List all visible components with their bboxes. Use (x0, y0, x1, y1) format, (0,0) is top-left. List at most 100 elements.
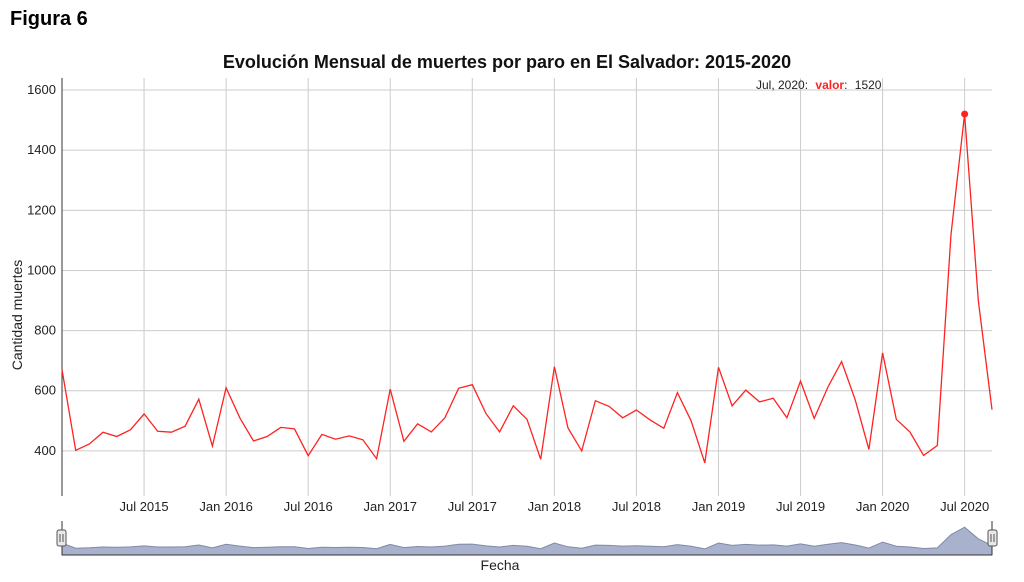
x-tick-label: Jul 2016 (284, 499, 333, 514)
y-tick-label: 1600 (27, 82, 56, 97)
data-point (308, 455, 309, 456)
chart-title: Evolución Mensual de muertes por paro en… (223, 52, 791, 72)
x-tick-label: Jan 2018 (528, 499, 582, 514)
y-tick-label: 1000 (27, 262, 56, 277)
data-point (349, 435, 350, 436)
data-point (417, 423, 418, 424)
y-tick-label: 800 (34, 323, 56, 338)
data-point (595, 400, 596, 401)
y-tick-label: 1400 (27, 142, 56, 157)
y-tick-label: 1200 (27, 202, 56, 217)
data-point (390, 389, 391, 390)
x-tick-label: Jul 2017 (448, 499, 497, 514)
data-point (485, 413, 486, 414)
data-point (184, 426, 185, 427)
range-handle-right[interactable] (987, 529, 998, 547)
x-tick-label: Jul 2020 (940, 499, 989, 514)
data-point (102, 432, 103, 433)
data-point (212, 445, 213, 446)
data-point (896, 419, 897, 420)
data-point (786, 417, 787, 418)
data-point (376, 458, 377, 459)
data-point (814, 418, 815, 419)
range-selector[interactable] (56, 521, 998, 556)
y-axis-ticks: 400 600 800 1000 1200 1400 1600 (27, 82, 56, 458)
hover-tooltip: Jul, 2020: valor: 1520 (756, 78, 882, 92)
data-point (663, 428, 664, 429)
data-point (718, 367, 719, 368)
data-point (130, 429, 131, 430)
data-point (978, 300, 979, 301)
highlighted-point (961, 110, 969, 118)
x-tick-label: Jan 2020 (856, 499, 910, 514)
data-point (950, 234, 951, 235)
data-point (677, 392, 678, 393)
data-point (226, 387, 227, 388)
x-tick-label: Jul 2015 (119, 499, 168, 514)
tooltip-separator: : (844, 78, 847, 92)
data-point (759, 401, 760, 402)
data-point (909, 431, 910, 432)
data-point (526, 419, 527, 420)
data-point (157, 431, 158, 432)
data-point (143, 413, 144, 414)
data-point (608, 406, 609, 407)
tooltip-date: Jul, 2020: (756, 78, 808, 92)
y-tick-label: 600 (34, 383, 56, 398)
data-point (239, 417, 240, 418)
data-point (294, 428, 295, 429)
data-point (513, 405, 514, 406)
data-point (280, 427, 281, 428)
data-point (431, 431, 432, 432)
data-point (732, 405, 733, 406)
data-point (444, 417, 445, 418)
data-point (691, 420, 692, 421)
data-point (171, 432, 172, 433)
data-point (499, 431, 500, 432)
series-line (61, 114, 993, 464)
x-axis-title: Fecha (481, 557, 520, 573)
data-point (855, 399, 856, 400)
range-handle-left[interactable] (56, 529, 67, 547)
x-tick-label: Jan 2019 (692, 499, 746, 514)
tooltip-value: 1520 (855, 78, 882, 92)
x-tick-label: Jan 2016 (199, 499, 253, 514)
data-point (937, 445, 938, 446)
grid (62, 78, 992, 496)
data-point (61, 369, 62, 370)
data-point (704, 462, 705, 463)
data-point (923, 455, 924, 456)
x-tick-label: Jan 2017 (363, 499, 417, 514)
x-axis-ticks: Jul 2015 Jan 2016 Jul 2016 Jan 2017 Jul 2017… (119, 499, 989, 514)
data-point (403, 441, 404, 442)
data-point (827, 387, 828, 388)
y-axis-title: Cantidad muertes (9, 260, 25, 371)
data-point (75, 450, 76, 451)
data-point (335, 439, 336, 440)
data-point (991, 409, 992, 410)
data-point (636, 409, 637, 410)
data-point (472, 384, 473, 385)
figure-label: Figura 6 (10, 8, 88, 30)
range-selector-preview (61, 526, 993, 556)
data-point (745, 390, 746, 391)
data-point (773, 398, 774, 399)
data-point (198, 399, 199, 400)
data-point (581, 450, 582, 451)
x-tick-label: Jul 2018 (612, 499, 661, 514)
data-point (800, 381, 801, 382)
y-tick-label: 400 (34, 443, 56, 458)
data-point (622, 417, 623, 418)
data-point (267, 436, 268, 437)
series-layer (61, 110, 993, 464)
data-point (458, 388, 459, 389)
svg-text:Jul, 2020: valor:: Jul, 2020: valor: 1520 (756, 78, 882, 92)
data-point (554, 366, 555, 367)
data-point (540, 459, 541, 460)
data-point (567, 427, 568, 428)
data-point (321, 434, 322, 435)
data-point (841, 361, 842, 362)
data-point (868, 449, 869, 450)
x-tick-label: Jul 2019 (776, 499, 825, 514)
